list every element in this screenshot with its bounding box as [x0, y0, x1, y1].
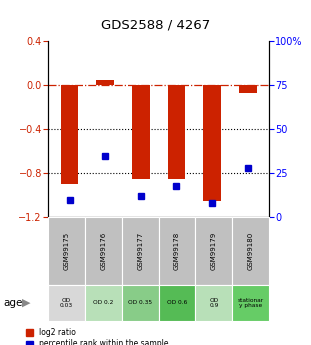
Bar	[122, 285, 159, 321]
Bar	[195, 217, 232, 285]
Text: GSM99178: GSM99178	[174, 232, 180, 270]
Bar	[159, 285, 195, 321]
Text: GSM99179: GSM99179	[211, 232, 217, 270]
Bar	[122, 217, 159, 285]
Bar	[85, 217, 122, 285]
Bar	[159, 217, 195, 285]
Bar	[232, 285, 269, 321]
Text: OD 0.2: OD 0.2	[93, 300, 114, 305]
Bar	[48, 285, 85, 321]
Bar	[203, 85, 221, 201]
Bar	[195, 285, 232, 321]
Text: ▶: ▶	[22, 298, 31, 308]
Bar	[232, 217, 269, 285]
Text: GSM99176: GSM99176	[100, 232, 106, 270]
Text: GSM99180: GSM99180	[248, 232, 253, 270]
Text: GSM99175: GSM99175	[64, 232, 70, 270]
Legend: log2 ratio, percentile rank within the sample: log2 ratio, percentile rank within the s…	[26, 328, 169, 345]
Bar	[85, 285, 122, 321]
Bar	[239, 85, 257, 93]
Bar	[61, 85, 78, 184]
Bar	[168, 85, 185, 179]
Text: age: age	[3, 298, 22, 308]
Text: GSM99177: GSM99177	[137, 232, 143, 270]
Bar	[48, 217, 85, 285]
Text: OD
0.9: OD 0.9	[209, 297, 219, 308]
Text: OD
0.03: OD 0.03	[60, 297, 73, 308]
Text: GDS2588 / 4267: GDS2588 / 4267	[101, 19, 210, 32]
Text: OD 0.35: OD 0.35	[128, 300, 152, 305]
Text: OD 0.6: OD 0.6	[167, 300, 187, 305]
Bar	[96, 80, 114, 85]
Bar	[132, 85, 150, 179]
Text: stationar
y phase: stationar y phase	[238, 297, 264, 308]
